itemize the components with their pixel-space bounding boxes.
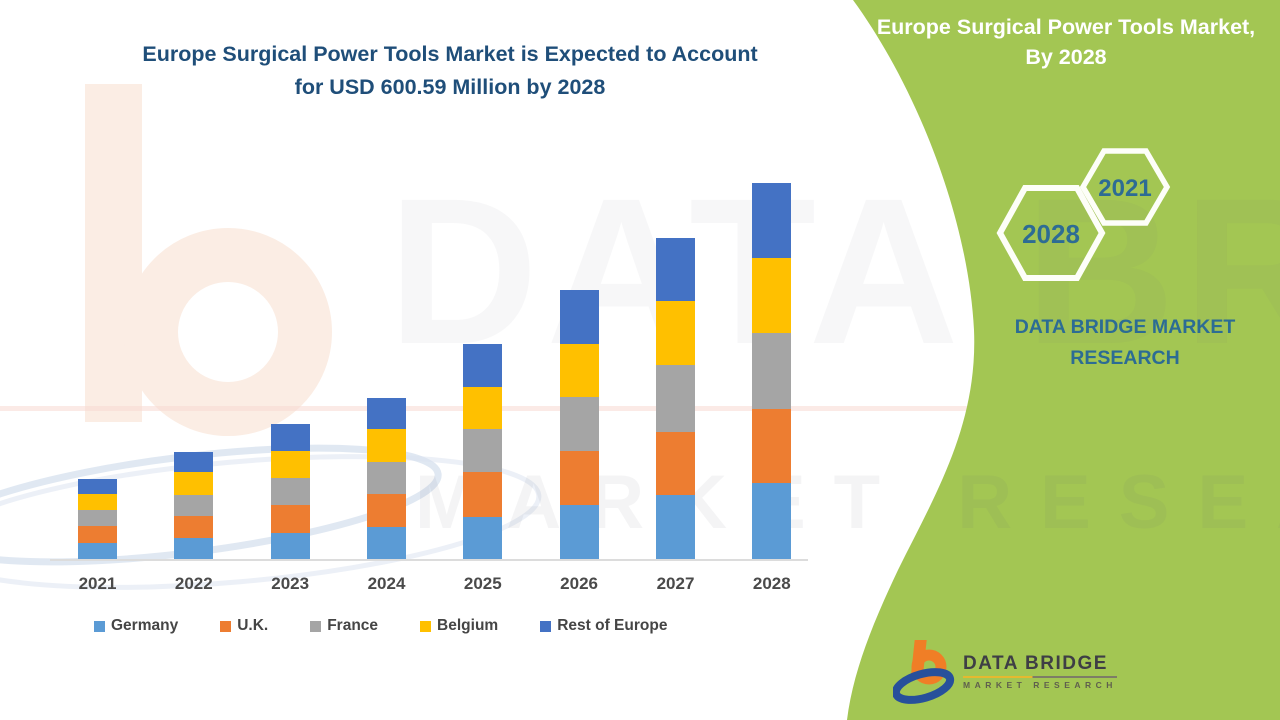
panel-header-line1: Europe Surgical Power Tools Market, <box>876 15 1256 39</box>
logo-mark-icon <box>893 640 955 704</box>
bar-segment-rest-of-europe-2027 <box>656 238 695 301</box>
bar-segment-france-2026 <box>559 397 599 451</box>
legend-item-germany: Germany <box>94 617 178 635</box>
bar-segment-belgium-2023 <box>270 451 310 478</box>
x-axis-label-2028: 2028 <box>752 574 791 593</box>
legend-swatch-icon <box>310 620 322 632</box>
bar-segment-germany-2021 <box>78 543 117 559</box>
stacked-bar-2024 <box>367 398 406 559</box>
stacked-bar-2025 <box>463 344 503 559</box>
bar-segment-belgium-2028 <box>752 258 792 333</box>
legend-label: Rest of Europe <box>557 617 668 634</box>
legend-label: Germany <box>111 617 179 634</box>
legend-label: U.K. <box>237 617 269 634</box>
stacked-bar-2026 <box>559 290 599 559</box>
legend-swatch-icon <box>220 620 232 632</box>
green-panel-shape <box>847 0 1280 720</box>
bar-segment-belgium-2024 <box>367 429 406 462</box>
legend-label: France <box>327 617 379 634</box>
bar-segment-rest-of-europe-2023 <box>270 424 310 451</box>
bar-segment-germany-2028 <box>752 483 792 559</box>
bar-segment-france-2025 <box>463 429 503 472</box>
chart-title: Europe Surgical Power Tools Market is Ex… <box>85 38 815 103</box>
bar-segment-u-k--2024 <box>367 494 406 527</box>
legend-swatch-icon <box>94 620 105 632</box>
bar-segment-germany-2024 <box>367 527 406 559</box>
hexagon-2021-icon <box>1079 148 1171 226</box>
logo-divider <box>963 675 1117 678</box>
bar-segment-france-2024 <box>367 462 406 494</box>
bar-segment-germany-2025 <box>463 517 503 559</box>
bar-segment-germany-2023 <box>270 533 310 559</box>
x-axis-label-2026: 2026 <box>560 574 598 593</box>
legend-item-belgium: Belgium <box>420 617 498 635</box>
logo-text: DATA BRIDGE MARKET RESEARCH <box>963 653 1117 690</box>
bar-segment-germany-2022 <box>174 538 214 559</box>
bar-segment-belgium-2026 <box>559 344 599 397</box>
chart-legend: Germany U.K. France Belgium Rest of Europe <box>94 617 667 635</box>
bar-segment-u-k--2027 <box>656 432 695 495</box>
stacked-bar-2021 <box>78 479 117 559</box>
x-axis-line <box>50 559 808 561</box>
bar-segment-france-2021 <box>78 510 117 526</box>
bar-segment-france-2023 <box>270 478 310 505</box>
logo-name: DATA BRIDGE <box>963 652 1108 674</box>
stacked-bar-2027 <box>656 238 695 559</box>
bar-segment-u-k--2021 <box>78 526 117 543</box>
bar-segment-u-k--2026 <box>559 451 599 505</box>
bar-segment-belgium-2022 <box>174 472 214 495</box>
panel-header-line2: By 2028 <box>1025 45 1107 69</box>
legend-item-france: France <box>310 617 378 635</box>
logo-swoosh <box>893 668 955 704</box>
bar-segment-rest-of-europe-2024 <box>367 398 406 429</box>
bar-segment-belgium-2021 <box>78 494 117 510</box>
stacked-bar-2022 <box>174 452 214 559</box>
x-axis-label-2023: 2023 <box>271 574 310 593</box>
x-axis-label-2025: 2025 <box>463 574 502 593</box>
bar-segment-france-2022 <box>174 495 214 516</box>
bar-segment-germany-2026 <box>559 505 599 559</box>
brand-caption: DATA BRIDGE MARKET RESEARCH <box>1014 316 1236 369</box>
hexagon-year-2021: 2021 <box>1098 175 1152 202</box>
legend-item-rest-of-europe: Rest of Europe <box>540 617 667 635</box>
stacked-bar-2028 <box>752 183 792 559</box>
bar-segment-rest-of-europe-2025 <box>463 344 503 387</box>
x-axis-label-2024: 2024 <box>367 574 406 593</box>
panel-header: Europe Surgical Power Tools Market, By 2… <box>860 12 1272 72</box>
chart-title-line2: for USD 600.59 Million by 2028 <box>294 74 606 99</box>
hexagon-year-2028: 2028 <box>1022 219 1080 249</box>
chart-title-line1: Europe Surgical Power Tools Market is Ex… <box>142 42 758 66</box>
logo-tagline: MARKET RESEARCH <box>963 679 1117 690</box>
logo-b-bowl <box>911 649 947 685</box>
bar-segment-france-2028 <box>752 333 792 409</box>
x-axis-label-2027: 2027 <box>656 574 695 593</box>
watermark-swoosh2-icon <box>0 454 542 590</box>
bar-segment-france-2027 <box>656 365 695 432</box>
bar-segment-u-k--2028 <box>752 409 792 483</box>
bar-segment-belgium-2027 <box>656 301 695 365</box>
bar-segment-u-k--2025 <box>463 472 503 517</box>
legend-item-u-k-: U.K. <box>220 617 268 635</box>
legend-swatch-icon <box>540 620 552 632</box>
plot-area: 2021 2022 2023 2024 2025 2026 2027 2028 <box>50 183 808 593</box>
bar-segment-rest-of-europe-2028 <box>752 183 792 258</box>
bar-segment-u-k--2023 <box>270 505 310 533</box>
company-logo: DATA BRIDGE MARKET RESEARCH <box>893 637 1117 705</box>
stacked-bar-2023 <box>270 424 310 559</box>
x-axis-label-2021: 2021 <box>78 574 117 593</box>
bar-segment-u-k--2022 <box>174 516 214 538</box>
x-axis-label-2022: 2022 <box>174 574 213 593</box>
bar-segment-rest-of-europe-2026 <box>559 290 599 344</box>
bar-segment-germany-2027 <box>656 495 695 559</box>
bar-segment-belgium-2025 <box>463 387 503 429</box>
legend-swatch-icon <box>420 620 432 632</box>
legend-label: Belgium <box>437 617 499 634</box>
bar-segment-rest-of-europe-2022 <box>174 452 214 472</box>
hexagon-2028-icon <box>996 185 1106 281</box>
bar-segment-rest-of-europe-2021 <box>78 479 117 494</box>
